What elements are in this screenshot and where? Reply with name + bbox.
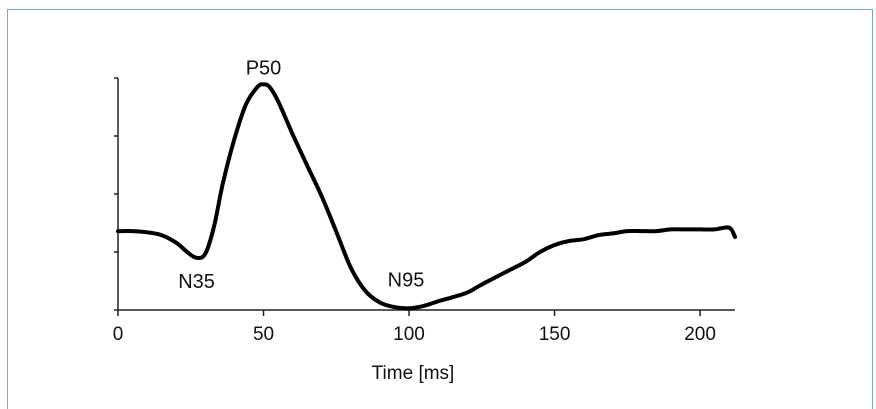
peak-label-p50: P50 (246, 57, 282, 79)
x-tick-label: 200 (684, 324, 716, 345)
waveform-line (116, 82, 737, 311)
x-tick-label: 0 (113, 324, 124, 345)
x-tick-label: 150 (539, 324, 571, 345)
chart-plot-area (116, 82, 737, 311)
x-tick-label: 50 (253, 324, 274, 345)
x-axis-title: Time [ms] (372, 363, 455, 384)
x-tick-label: 100 (393, 324, 425, 345)
peak-label-n95: N95 (388, 269, 425, 291)
figure-frame (7, 9, 873, 409)
peak-label-n35: N35 (178, 271, 215, 293)
erg-waveform-chart: 0 50 100 150 200 P50 N35 N95 Time [ms] (113, 57, 737, 384)
chart-axes: 0 50 100 150 200 (113, 77, 735, 345)
chart-labels: P50 N35 N95 (178, 57, 424, 292)
